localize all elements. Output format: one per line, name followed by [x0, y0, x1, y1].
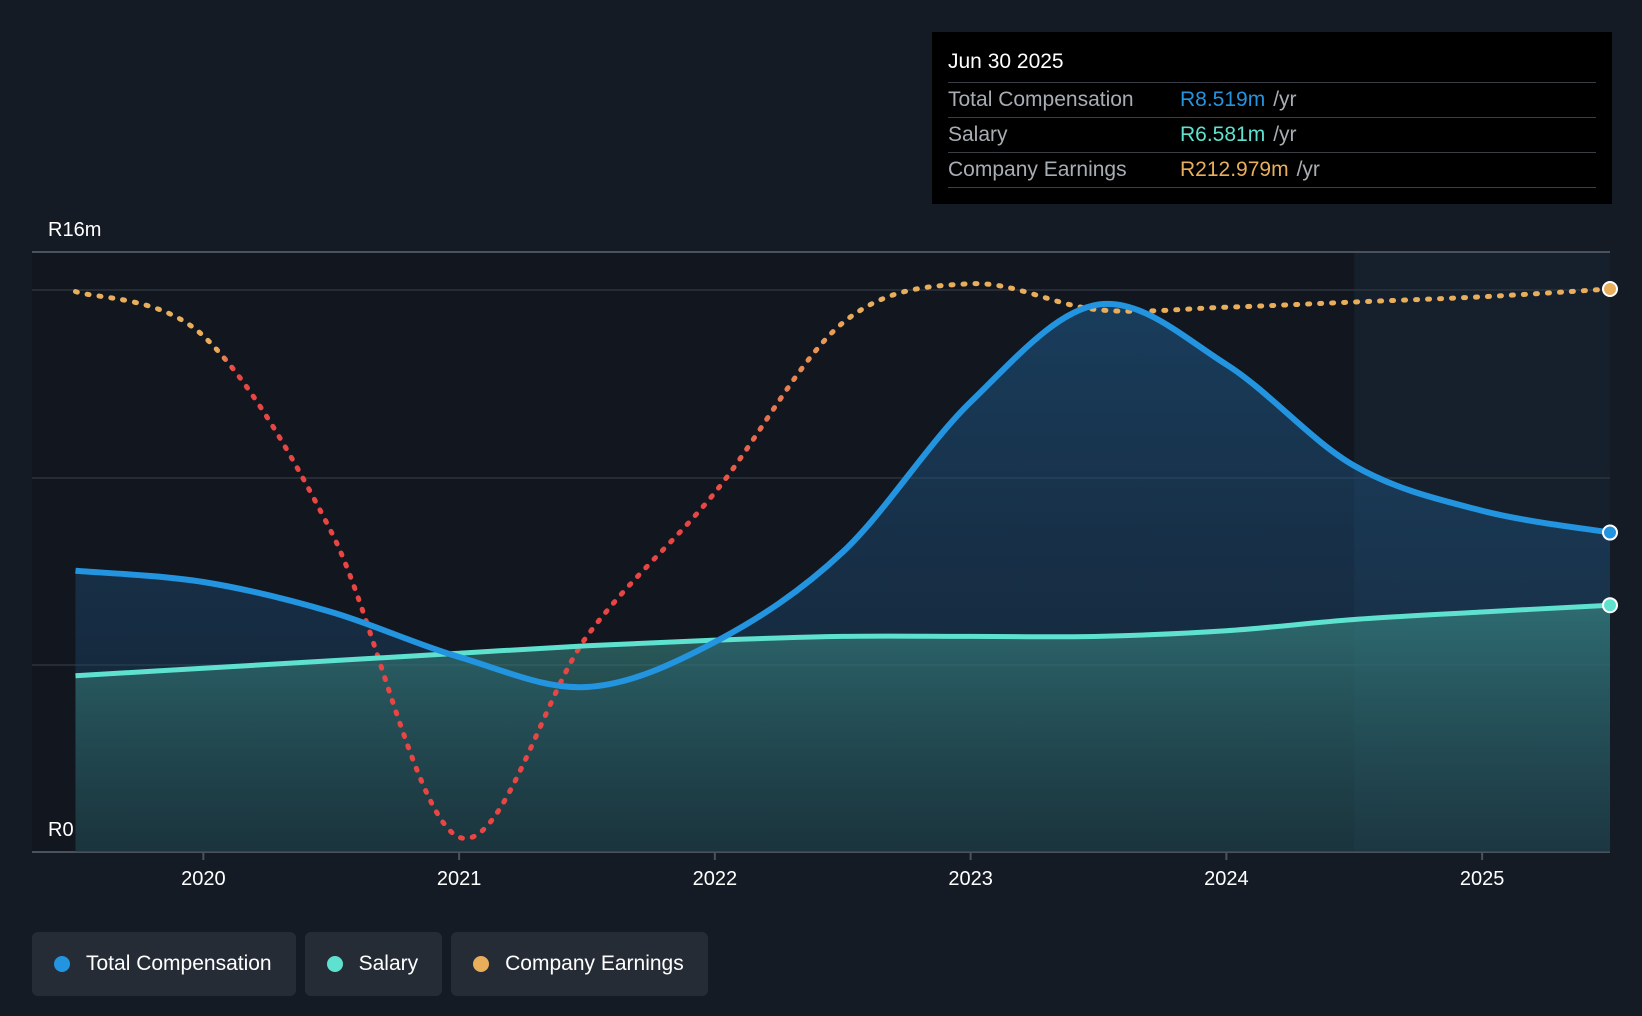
salary-line — [75, 602, 1611, 679]
tooltip-label: Salary — [948, 123, 1008, 146]
legend-item-total-compensation[interactable]: Total Compensation — [32, 932, 296, 996]
tooltip-label: Company Earnings — [948, 158, 1127, 181]
total-compensation-line — [75, 300, 1611, 691]
tooltip-value: R212.979m — [1180, 158, 1289, 181]
legend-label: Total Compensation — [86, 952, 272, 975]
x-tick-label: 2024 — [1204, 868, 1249, 890]
legend-dot-icon — [54, 956, 70, 972]
tooltip-unit: /yr — [1273, 88, 1297, 111]
tooltip-row-company-earnings: Company Earnings R212.979m /yr — [948, 153, 1596, 188]
legend-dot-icon — [473, 956, 490, 972]
total-compensation-endpoint — [1602, 524, 1618, 541]
tooltip-row-salary: Salary R6.581m /yr — [948, 118, 1596, 153]
x-tick-label: 2023 — [948, 868, 993, 890]
y-axis-min-label: R0 — [48, 819, 74, 841]
tooltip-value: R6.581m — [1180, 123, 1266, 146]
legend-label: Company Earnings — [505, 952, 684, 975]
tooltip-unit: /yr — [1296, 158, 1320, 181]
legend-item-salary[interactable]: Salary — [304, 932, 443, 996]
salary-endpoint — [1602, 597, 1618, 614]
tooltip-value: R8.519m — [1180, 88, 1266, 111]
y-axis-max-label: R16m — [48, 219, 101, 241]
x-tick-label: 2025 — [1460, 868, 1505, 890]
legend: Total Compensation Salary Company Earnin… — [32, 932, 708, 996]
tooltip-row-total-compensation: Total Compensation R8.519m /yr — [948, 83, 1596, 118]
legend-dot-icon — [326, 956, 343, 972]
legend-label: Salary — [358, 952, 419, 975]
tooltip-unit: /yr — [1273, 123, 1297, 146]
company-earnings-endpoint — [1602, 281, 1618, 297]
salary-area — [75, 605, 1610, 852]
tooltip-label: Total Compensation — [948, 88, 1134, 111]
tooltip-date: Jun 30 2025 — [948, 46, 1596, 83]
legend-item-company-earnings[interactable]: Company Earnings — [451, 932, 708, 996]
x-tick-label: 2021 — [437, 868, 482, 890]
x-tick-label: 2022 — [693, 868, 738, 890]
x-tick-label: 2020 — [181, 868, 226, 890]
tooltip: Jun 30 2025 Total Compensation R8.519m /… — [932, 32, 1612, 204]
